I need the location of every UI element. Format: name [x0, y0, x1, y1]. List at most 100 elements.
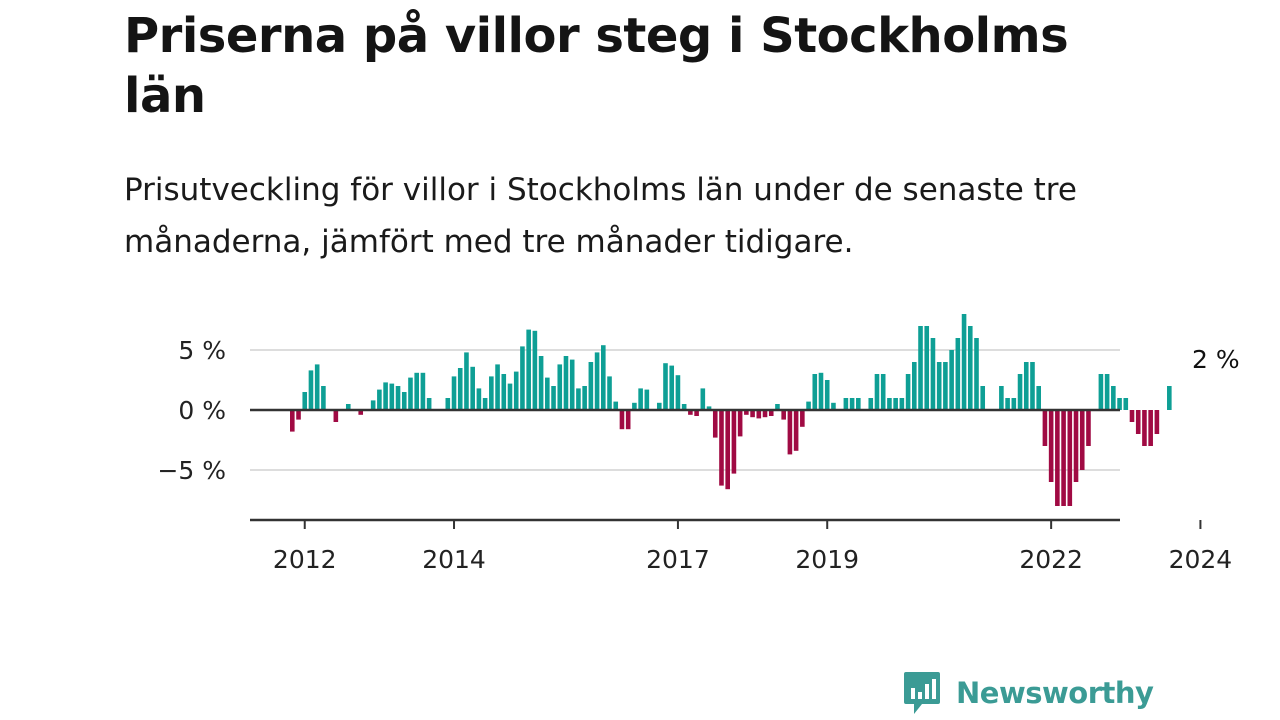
bar — [912, 362, 917, 410]
bar — [408, 377, 413, 410]
bar — [874, 374, 880, 410]
bar — [569, 359, 575, 410]
axes — [250, 408, 1202, 529]
bar — [880, 374, 886, 410]
bar — [849, 398, 855, 410]
bar — [918, 326, 923, 410]
bar — [943, 362, 948, 410]
bar — [1104, 374, 1110, 410]
bar — [308, 370, 314, 410]
bar — [545, 377, 550, 410]
bar — [737, 410, 743, 437]
bar — [812, 374, 818, 410]
bar — [601, 345, 606, 410]
bar — [576, 388, 581, 410]
bar — [1005, 398, 1010, 410]
bar — [1111, 386, 1116, 410]
bar — [619, 410, 625, 430]
bar — [924, 326, 930, 410]
bar — [625, 410, 631, 430]
bar — [1167, 386, 1172, 410]
bar — [831, 402, 836, 410]
bar — [781, 410, 786, 420]
bar — [395, 386, 401, 410]
bar — [420, 372, 426, 410]
bar — [638, 388, 643, 410]
bar — [1048, 410, 1054, 482]
bar — [899, 398, 905, 410]
bar — [706, 406, 712, 410]
bar — [513, 371, 519, 410]
bar — [1030, 362, 1035, 410]
newsworthy-logo-icon — [904, 672, 940, 714]
bar — [669, 365, 675, 410]
bar — [980, 386, 986, 410]
bar — [1148, 410, 1153, 446]
bar — [1061, 410, 1066, 506]
bar — [756, 410, 762, 419]
bar — [401, 392, 407, 410]
bar — [644, 389, 650, 410]
bar — [656, 402, 662, 410]
bar — [383, 382, 388, 410]
bar — [451, 376, 457, 410]
bar — [893, 398, 898, 410]
bar — [843, 398, 849, 410]
bar — [358, 410, 364, 415]
bar — [700, 388, 706, 410]
bar — [999, 386, 1004, 410]
bar — [632, 402, 637, 410]
x-tick-label: 2024 — [1169, 545, 1233, 574]
bar — [775, 404, 780, 410]
bar — [333, 410, 339, 422]
bar — [501, 374, 507, 410]
bar — [967, 326, 973, 410]
bar — [1142, 410, 1147, 446]
bar — [538, 356, 544, 410]
bar — [856, 398, 861, 410]
newsworthy-brand: Newsworthy — [902, 670, 1154, 716]
bar — [787, 410, 793, 455]
bar — [1023, 362, 1029, 410]
bar — [607, 376, 612, 410]
x-tick-label: 2014 — [422, 545, 486, 574]
bar — [594, 352, 600, 410]
brand-name: Newsworthy — [956, 676, 1154, 710]
bar — [520, 346, 525, 410]
bar — [1123, 398, 1129, 410]
bar — [762, 410, 768, 418]
bar — [457, 368, 463, 410]
x-tick-label: 2017 — [646, 545, 710, 574]
y-tick-label: 5 % — [178, 336, 226, 365]
y-tick-label: 0 % — [178, 396, 226, 425]
bar — [688, 410, 693, 415]
bar — [694, 410, 699, 416]
bar — [377, 389, 382, 410]
bar — [1073, 410, 1079, 482]
bar — [712, 410, 718, 438]
bar — [296, 410, 301, 420]
bar — [613, 401, 619, 410]
bar — [314, 364, 320, 410]
bar — [868, 398, 874, 410]
bar — [507, 383, 513, 410]
bar — [1135, 410, 1141, 434]
bar — [445, 398, 451, 410]
bar — [936, 362, 942, 410]
bar — [302, 392, 308, 410]
bar — [1117, 398, 1122, 410]
bar — [1036, 386, 1041, 410]
bar — [806, 401, 811, 410]
bar — [887, 398, 892, 410]
bars — [290, 314, 1172, 506]
bar — [1079, 410, 1085, 470]
bar — [464, 352, 469, 410]
bar — [370, 400, 376, 410]
bar — [731, 410, 737, 474]
bar — [290, 410, 295, 432]
x-tick-label: 2019 — [795, 545, 859, 574]
bar — [526, 329, 531, 410]
bar — [824, 380, 830, 410]
bar — [974, 338, 979, 410]
